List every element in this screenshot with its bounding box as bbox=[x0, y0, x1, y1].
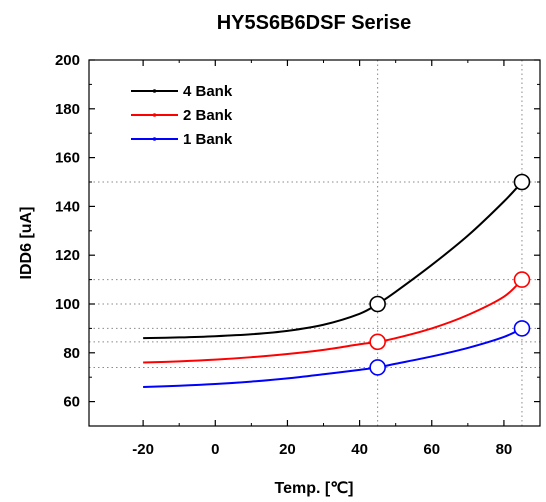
y-axis-ticks: 60 80 100 120 140 160 180 200 bbox=[55, 52, 540, 411]
x-axis-ticks: -20 0 20 40 60 80 bbox=[132, 60, 512, 458]
y-tick-label-7: 200 bbox=[55, 52, 80, 69]
y-tick-label-4: 140 bbox=[55, 198, 80, 215]
plot-frame bbox=[88, 59, 541, 427]
axes bbox=[88, 59, 541, 427]
x-tick-label-5: 80 bbox=[496, 441, 513, 458]
legend-dot-4-bank bbox=[152, 89, 157, 93]
marker-1-bank-0 bbox=[369, 359, 386, 376]
marker-1-bank-1 bbox=[513, 320, 531, 337]
marker-2-bank-0 bbox=[369, 333, 386, 351]
x-tick-label-1: 0 bbox=[211, 441, 219, 458]
marker-2-bank-1 bbox=[513, 271, 531, 288]
y-tick-label-1: 80 bbox=[63, 345, 80, 362]
marker-4-bank-1 bbox=[513, 173, 531, 191]
y-axis-label: IDD6 [uA] bbox=[18, 207, 35, 280]
chart-title: HY5S6B6DSF Serise bbox=[217, 12, 412, 34]
legend-dot-2-bank bbox=[152, 113, 157, 117]
y-tick-label-3: 120 bbox=[55, 247, 80, 264]
legend-label-1-bank: 1 Bank bbox=[183, 131, 233, 148]
series-line-4-bank bbox=[143, 181, 523, 340]
series-layer bbox=[143, 173, 531, 388]
x-tick-label-0: -20 bbox=[132, 441, 154, 458]
x-axis-label: Temp. [℃] bbox=[275, 480, 354, 497]
series-line-1-bank bbox=[143, 327, 523, 388]
legend-label-2-bank: 2 Bank bbox=[183, 107, 233, 124]
y-tick-label-5: 160 bbox=[55, 150, 80, 167]
x-tick-label-3: 40 bbox=[351, 441, 368, 458]
reference-lines bbox=[89, 60, 540, 426]
marker-4-bank-0 bbox=[369, 295, 386, 313]
y-tick-label-0: 60 bbox=[63, 394, 80, 411]
x-tick-label-4: 60 bbox=[423, 441, 440, 458]
legend-dot-1-bank bbox=[152, 137, 157, 141]
y-tick-label-2: 100 bbox=[55, 296, 80, 313]
legend: 4 Bank 2 Bank 1 Bank bbox=[131, 83, 233, 148]
y-tick-label-6: 180 bbox=[55, 101, 80, 118]
series-line-2-bank bbox=[143, 278, 523, 364]
x-tick-label-2: 20 bbox=[279, 441, 296, 458]
legend-label-4-bank: 4 Bank bbox=[183, 83, 233, 100]
